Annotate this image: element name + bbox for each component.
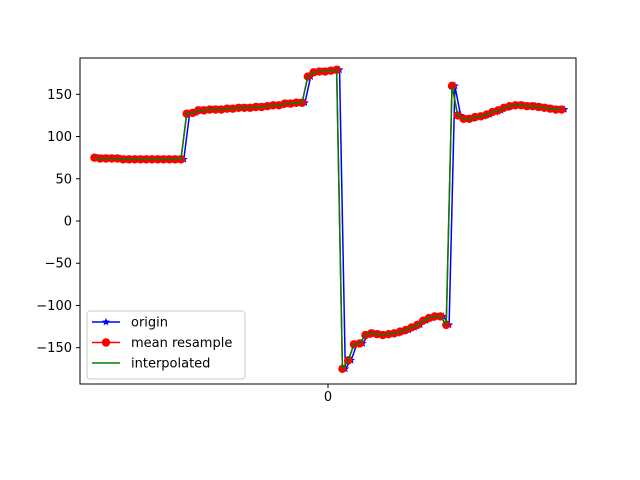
x-axis: 0 <box>324 384 332 405</box>
data-point <box>557 105 566 114</box>
x-tick-label: 0 <box>324 390 332 405</box>
y-axis: −150 −100 −50 0 50 100 150 <box>36 88 80 356</box>
y-tick-label: 100 <box>47 130 72 145</box>
legend-marker <box>101 338 111 347</box>
legend-label: origin <box>131 316 168 331</box>
series-layer <box>90 65 569 373</box>
y-tick-label: −100 <box>36 299 72 314</box>
y-tick-label: 0 <box>64 215 72 230</box>
y-tick-label: −50 <box>45 257 72 272</box>
legend-label: interpolated <box>131 357 210 372</box>
legend-box <box>86 310 246 380</box>
legend-item-interpolated: interpolated <box>92 357 210 372</box>
legend-item-origin: origin <box>92 316 168 331</box>
legend-marker <box>102 317 110 326</box>
legend-label: mean resample <box>131 336 232 351</box>
y-tick-label: 150 <box>47 88 72 103</box>
series-interpolated <box>94 69 562 370</box>
y-tick-label: 50 <box>55 172 72 187</box>
legend: origin mean resample interpolated <box>86 310 246 380</box>
series-line <box>94 69 562 370</box>
legend-item-mean-resample: mean resample <box>92 336 232 351</box>
y-tick-label: −150 <box>36 341 72 356</box>
